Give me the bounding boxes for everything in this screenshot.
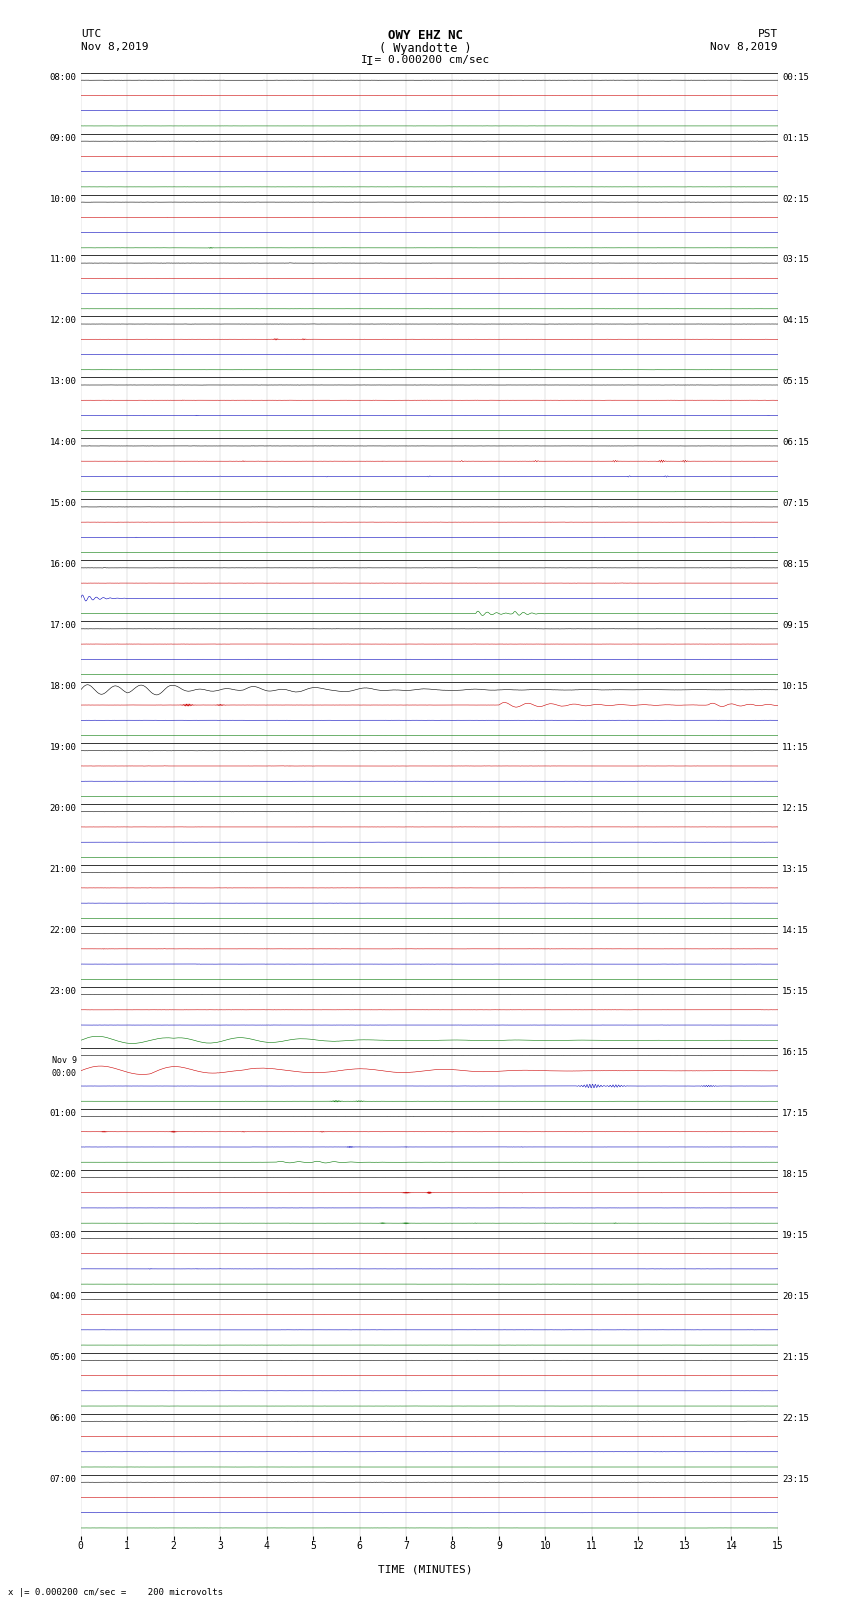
Text: Nov 8,2019: Nov 8,2019 [711,42,778,52]
Text: 04:00: 04:00 [49,1292,76,1300]
Text: ( Wyandotte ): ( Wyandotte ) [379,42,471,55]
Text: 06:15: 06:15 [782,439,809,447]
Text: 03:15: 03:15 [782,255,809,265]
Text: 05:00: 05:00 [49,1353,76,1361]
Text: 08:15: 08:15 [782,560,809,569]
Text: 23:15: 23:15 [782,1474,809,1484]
Text: 01:00: 01:00 [49,1108,76,1118]
Text: 18:00: 18:00 [49,682,76,690]
Text: 02:15: 02:15 [782,195,809,203]
Text: I = 0.000200 cm/sec: I = 0.000200 cm/sec [361,55,489,65]
Text: 01:15: 01:15 [782,134,809,142]
Text: 13:15: 13:15 [782,865,809,874]
Text: 17:15: 17:15 [782,1108,809,1118]
Text: 11:00: 11:00 [49,255,76,265]
Text: 22:00: 22:00 [49,926,76,936]
Text: OWY EHZ NC: OWY EHZ NC [388,29,462,42]
Text: 04:15: 04:15 [782,316,809,326]
Text: UTC: UTC [81,29,101,39]
Text: 19:15: 19:15 [782,1231,809,1240]
Text: 20:15: 20:15 [782,1292,809,1300]
Text: 22:15: 22:15 [782,1413,809,1423]
Text: 12:00: 12:00 [49,316,76,326]
Text: 07:00: 07:00 [49,1474,76,1484]
Text: 00:00: 00:00 [52,1069,76,1077]
Text: Nov 8,2019: Nov 8,2019 [81,42,148,52]
Text: x |= 0.000200 cm/sec =    200 microvolts: x |= 0.000200 cm/sec = 200 microvolts [8,1587,224,1597]
Text: 10:15: 10:15 [782,682,809,690]
Text: 16:00: 16:00 [49,560,76,569]
Text: 11:15: 11:15 [782,744,809,752]
Text: 09:00: 09:00 [49,134,76,142]
Text: 12:15: 12:15 [782,803,809,813]
Text: 15:15: 15:15 [782,987,809,995]
Text: 21:15: 21:15 [782,1353,809,1361]
Text: 23:00: 23:00 [49,987,76,995]
Text: 18:15: 18:15 [782,1169,809,1179]
Text: Nov 9: Nov 9 [52,1057,76,1065]
Text: PST: PST [757,29,778,39]
Text: 14:15: 14:15 [782,926,809,936]
Text: 07:15: 07:15 [782,500,809,508]
Text: 03:00: 03:00 [49,1231,76,1240]
Text: 10:00: 10:00 [49,195,76,203]
Text: 19:00: 19:00 [49,744,76,752]
Text: 13:00: 13:00 [49,377,76,387]
Text: 05:15: 05:15 [782,377,809,387]
Text: I: I [366,55,373,68]
Text: 14:00: 14:00 [49,439,76,447]
Text: 15:00: 15:00 [49,500,76,508]
Text: 21:00: 21:00 [49,865,76,874]
Text: 00:15: 00:15 [782,73,809,82]
Text: 09:15: 09:15 [782,621,809,631]
Text: 17:00: 17:00 [49,621,76,631]
Text: 20:00: 20:00 [49,803,76,813]
Text: 02:00: 02:00 [49,1169,76,1179]
Text: 08:00: 08:00 [49,73,76,82]
Text: TIME (MINUTES): TIME (MINUTES) [377,1565,473,1574]
Text: 16:15: 16:15 [782,1048,809,1057]
Text: 06:00: 06:00 [49,1413,76,1423]
